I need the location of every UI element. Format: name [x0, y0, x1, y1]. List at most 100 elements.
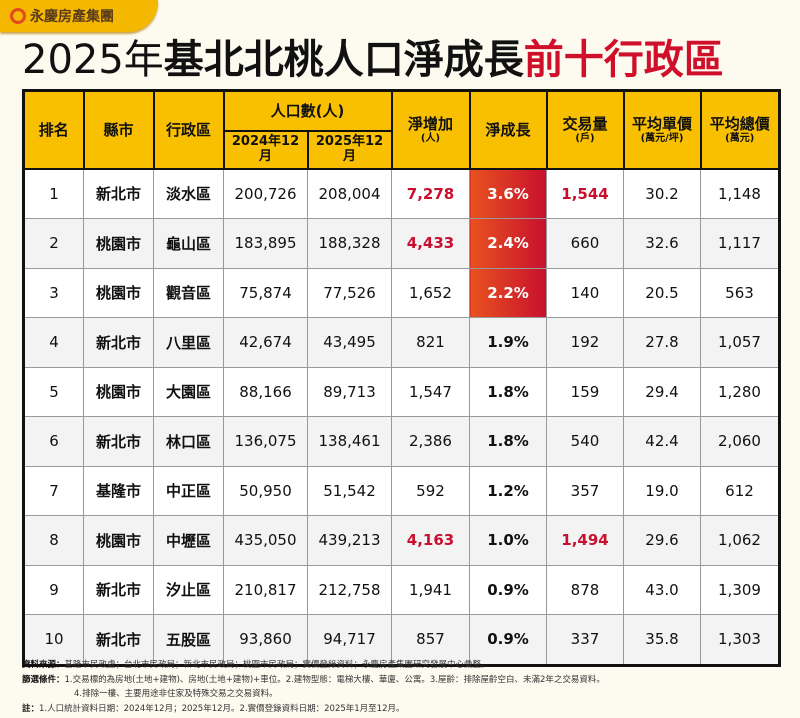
cell-rank: 5: [23, 366, 84, 417]
cell-rank: 6: [23, 416, 84, 467]
cell-net-increase: 592: [391, 465, 470, 516]
table-row: 8 桃園市 中壢區 435,050 439,213 4,163 1.0% 1,494 29.6 1…: [23, 515, 780, 566]
table-row: 5 桃園市 大園區 88,166 89,713 1,547 1.8% 159 29.4 1,280: [23, 366, 780, 417]
cell-pop-2025: 77,526: [307, 267, 392, 318]
cell-district: 大園區: [153, 366, 224, 417]
cell-pop-2024: 75,874: [223, 267, 308, 318]
cell-pop-2024: 435,050: [223, 515, 308, 566]
cell-pop-2025: 188,328: [307, 218, 392, 269]
cell-avg-unit-price: 35.8: [623, 614, 701, 666]
cell-pop-2024: 136,075: [223, 416, 308, 467]
cell-net-increase: 7,278: [391, 168, 470, 219]
cell-avg-total-price: 1,117: [700, 218, 780, 269]
page-title: 2025年基北北桃人口淨成長前十行政區: [22, 37, 724, 83]
cell-avg-unit-price: 20.5: [623, 267, 701, 318]
header-pop-2025: 2025年12月: [306, 129, 393, 170]
cell-district: 觀音區: [153, 267, 224, 318]
cell-net-growth: 3.6%: [469, 168, 547, 219]
cell-net-growth: 1.8%: [469, 366, 547, 417]
cell-transactions: 660: [546, 218, 624, 269]
cell-net-growth: 1.0%: [469, 515, 547, 566]
table-row: 10 新北市 五股區 93,860 94,717 857 0.9% 337 35.8 1,303: [23, 614, 780, 666]
cell-transactions: 878: [546, 564, 624, 615]
cell-transactions: 1,544: [546, 168, 624, 219]
logo-icon: [10, 8, 26, 24]
cell-avg-unit-price: 29.4: [623, 366, 701, 417]
header-avg-total-price: 平均總價 (萬元): [699, 89, 781, 170]
header-net-increase: 淨增加 (人): [390, 89, 471, 170]
cell-rank: 1: [23, 168, 84, 219]
cell-net-increase: 821: [391, 317, 470, 368]
cell-pop-2024: 210,817: [223, 564, 308, 615]
cell-net-growth: 1.8%: [469, 416, 547, 467]
cell-pop-2024: 183,895: [223, 218, 308, 269]
cell-net-increase: 4,433: [391, 218, 470, 269]
cell-city: 新北市: [83, 564, 154, 615]
header-pop-2024: 2024年12月: [222, 129, 309, 170]
cell-transactions: 540: [546, 416, 624, 467]
header-city: 縣市: [82, 89, 155, 170]
cell-net-growth: 0.9%: [469, 614, 547, 666]
cell-net-increase: 1,652: [391, 267, 470, 318]
cell-rank: 8: [23, 515, 84, 566]
cell-city: 新北市: [83, 416, 154, 467]
table-row: 6 新北市 林口區 136,075 138,461 2,386 1.8% 540 42.4 2,0…: [23, 416, 780, 467]
header-avg-unit-price: 平均單價 (萬元/坪): [622, 89, 702, 170]
cell-rank: 10: [23, 614, 84, 666]
cell-avg-total-price: 1,148: [700, 168, 780, 219]
cell-avg-unit-price: 29.6: [623, 515, 701, 566]
cell-net-increase: 2,386: [391, 416, 470, 467]
cell-avg-unit-price: 30.2: [623, 168, 701, 219]
cell-rank: 7: [23, 465, 84, 516]
cell-pop-2025: 89,713: [307, 366, 392, 417]
cell-rank: 4: [23, 317, 84, 368]
cell-pop-2025: 43,495: [307, 317, 392, 368]
cell-pop-2025: 212,758: [307, 564, 392, 615]
cell-rank: 3: [23, 267, 84, 318]
cell-transactions: 192: [546, 317, 624, 368]
cell-avg-unit-price: 43.0: [623, 564, 701, 615]
cell-district: 八里區: [153, 317, 224, 368]
cell-avg-total-price: 1,057: [700, 317, 780, 368]
cell-avg-unit-price: 42.4: [623, 416, 701, 467]
cell-transactions: 357: [546, 465, 624, 516]
cell-net-growth: 1.9%: [469, 317, 547, 368]
cell-pop-2024: 50,950: [223, 465, 308, 516]
cell-rank: 2: [23, 218, 84, 269]
cell-transactions: 140: [546, 267, 624, 318]
cell-avg-total-price: 1,309: [700, 564, 780, 615]
cell-city: 新北市: [83, 317, 154, 368]
cell-avg-total-price: 612: [700, 465, 780, 516]
cell-avg-total-price: 1,280: [700, 366, 780, 417]
cell-net-growth: 0.9%: [469, 564, 547, 615]
cell-district: 林口區: [153, 416, 224, 467]
header-population: 人口數(人): [222, 89, 393, 132]
cell-net-growth: 2.4%: [469, 218, 547, 269]
cell-pop-2024: 200,726: [223, 168, 308, 219]
ranking-table: 排名 縣市 行政區 人口數(人) 淨增加 (人) 淨成長 交易量 (戶) 平均單價(…: [22, 89, 781, 667]
table-row: 4 新北市 八里區 42,674 43,495 821 1.9% 192 27.8 1,057: [23, 317, 780, 368]
table-row: 9 新北市 汐止區 210,817 212,758 1,941 0.9% 878 43.0 1,3…: [23, 564, 780, 615]
cell-net-increase: 1,941: [391, 564, 470, 615]
header-district: 行政區: [152, 89, 225, 170]
cell-district: 五股區: [153, 614, 224, 666]
cell-net-increase: 1,547: [391, 366, 470, 417]
cell-transactions: 159: [546, 366, 624, 417]
header-net-growth: 淨成長: [468, 89, 548, 170]
table-row: 3 桃園市 觀音區 75,874 77,526 1,652 2.2% 140 20.5 563: [23, 267, 780, 318]
cell-city: 桃園市: [83, 366, 154, 417]
cell-avg-unit-price: 32.6: [623, 218, 701, 269]
cell-avg-total-price: 1,062: [700, 515, 780, 566]
table-row: 2 桃園市 龜山區 183,895 188,328 4,433 2.4% 660 32.6 1,1…: [23, 218, 780, 269]
table-row: 1 新北市 淡水區 200,726 208,004 7,278 3.6% 1,544 30.2 1…: [23, 168, 780, 219]
cell-city: 桃園市: [83, 267, 154, 318]
cell-district: 中正區: [153, 465, 224, 516]
cell-transactions: 337: [546, 614, 624, 666]
cell-pop-2024: 88,166: [223, 366, 308, 417]
cell-avg-unit-price: 19.0: [623, 465, 701, 516]
cell-avg-total-price: 1,303: [700, 614, 780, 666]
cell-pop-2025: 208,004: [307, 168, 392, 219]
table-row: 7 基隆市 中正區 50,950 51,542 592 1.2% 357 19.0 612: [23, 465, 780, 516]
cell-district: 龜山區: [153, 218, 224, 269]
cell-net-increase: 857: [391, 614, 470, 666]
